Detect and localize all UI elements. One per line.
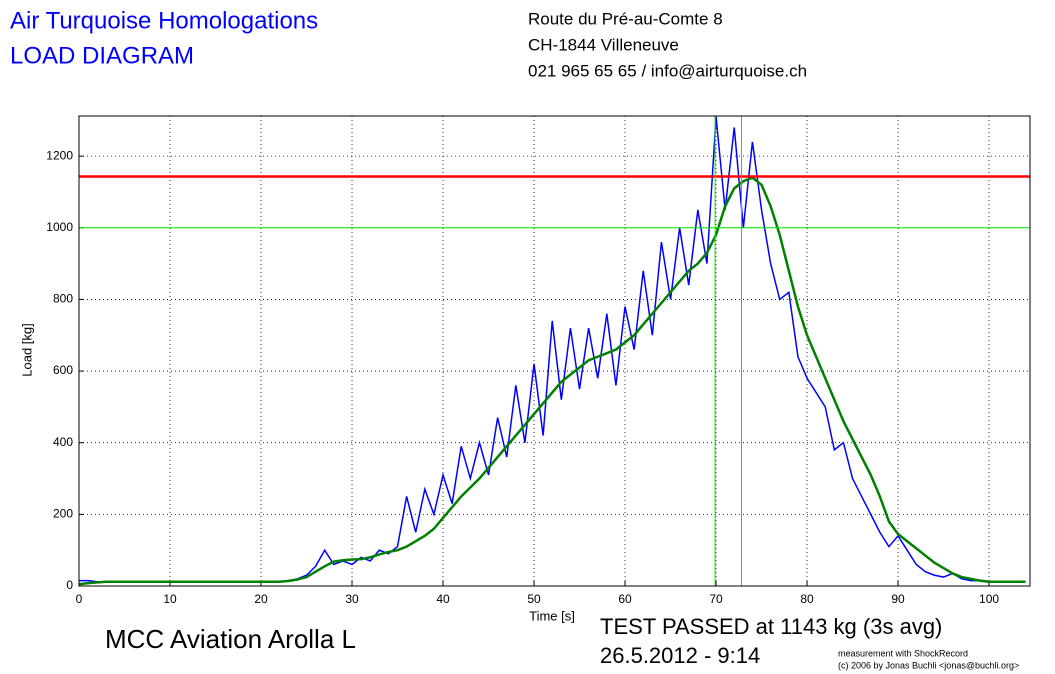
y-tick-label: 200 (53, 507, 73, 521)
y-tick-label: 400 (53, 435, 73, 449)
y-tick-label: 1000 (46, 220, 73, 234)
x-tick-label: 0 (76, 592, 83, 606)
credit: (c) 2006 by Jonas Buchli <jonas@buchli.o… (838, 660, 1019, 670)
plot-frame (78, 115, 1031, 587)
x-tick-label: 60 (618, 592, 632, 606)
test-date: 26.5.2012 - 9:14 (600, 643, 760, 668)
x-tick-label: 90 (891, 592, 905, 606)
address-line: 021 965 65 65 / info@airturquoise.ch (528, 61, 807, 80)
test-result: TEST PASSED at 1143 kg (3s avg) (600, 614, 942, 639)
address-line: Route du Pré-au-Comte 8 (528, 9, 723, 28)
x-tick-label: 50 (527, 592, 541, 606)
y-tick-label: 600 (53, 363, 73, 377)
address-line: CH-1844 Villeneuve (528, 35, 679, 54)
y-tick-label: 0 (66, 578, 73, 592)
credit: measurement with ShockRecord (838, 648, 968, 658)
x-tick-label: 70 (709, 592, 723, 606)
product-name: MCC Aviation Arolla L (105, 624, 356, 654)
series-line (78, 176, 1026, 586)
x-tick-label: 10 (163, 592, 177, 606)
plot-area (79, 116, 1030, 586)
x-tick-label: 20 (254, 592, 268, 606)
x-tick-label: 40 (436, 592, 450, 606)
y-tick-label: 1200 (46, 148, 73, 162)
x-axis-label: Time [s] (529, 608, 575, 623)
y-axis-label: Load [kg] (19, 323, 34, 377)
x-tick-label: 80 (800, 592, 814, 606)
subtitle: LOAD DIAGRAM (10, 42, 194, 69)
title: Air Turquoise Homologations (10, 7, 318, 34)
y-tick-label: 800 (53, 292, 73, 306)
x-tick-label: 100 (979, 592, 999, 606)
x-tick-label: 30 (345, 592, 359, 606)
